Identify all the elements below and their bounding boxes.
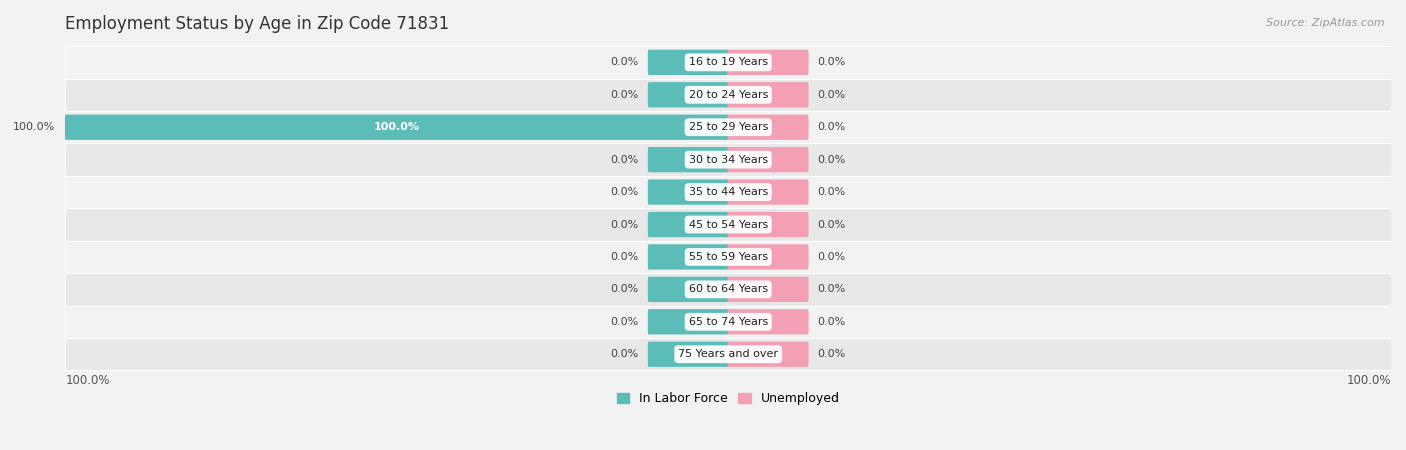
FancyBboxPatch shape (727, 50, 808, 75)
Text: 16 to 19 Years: 16 to 19 Years (689, 57, 768, 68)
Text: 45 to 54 Years: 45 to 54 Years (689, 220, 768, 230)
Text: 100.0%: 100.0% (374, 122, 420, 132)
FancyBboxPatch shape (66, 338, 1391, 370)
Text: 100.0%: 100.0% (66, 374, 110, 387)
FancyBboxPatch shape (66, 273, 1391, 306)
Text: 0.0%: 0.0% (610, 317, 638, 327)
Text: 65 to 74 Years: 65 to 74 Years (689, 317, 768, 327)
Text: 0.0%: 0.0% (610, 349, 638, 359)
FancyBboxPatch shape (648, 309, 730, 334)
Text: 100.0%: 100.0% (13, 122, 55, 132)
Text: 0.0%: 0.0% (610, 284, 638, 294)
Text: 0.0%: 0.0% (818, 284, 846, 294)
FancyBboxPatch shape (727, 82, 808, 108)
Text: 0.0%: 0.0% (818, 57, 846, 68)
FancyBboxPatch shape (648, 342, 730, 367)
FancyBboxPatch shape (648, 50, 730, 75)
FancyBboxPatch shape (727, 147, 808, 172)
Text: 0.0%: 0.0% (610, 187, 638, 197)
FancyBboxPatch shape (648, 180, 730, 205)
FancyBboxPatch shape (648, 244, 730, 270)
FancyBboxPatch shape (648, 277, 730, 302)
FancyBboxPatch shape (66, 144, 1391, 176)
Text: 0.0%: 0.0% (610, 57, 638, 68)
FancyBboxPatch shape (648, 212, 730, 237)
Text: 0.0%: 0.0% (818, 155, 846, 165)
Text: 55 to 59 Years: 55 to 59 Years (689, 252, 768, 262)
FancyBboxPatch shape (66, 111, 1391, 144)
FancyBboxPatch shape (66, 241, 1391, 273)
FancyBboxPatch shape (727, 309, 808, 334)
Text: 0.0%: 0.0% (610, 220, 638, 230)
Text: 0.0%: 0.0% (610, 155, 638, 165)
FancyBboxPatch shape (65, 115, 730, 140)
FancyBboxPatch shape (66, 306, 1391, 338)
Text: 0.0%: 0.0% (818, 252, 846, 262)
Text: 75 Years and over: 75 Years and over (678, 349, 778, 359)
FancyBboxPatch shape (727, 244, 808, 270)
Text: 100.0%: 100.0% (1347, 374, 1391, 387)
Text: Employment Status by Age in Zip Code 71831: Employment Status by Age in Zip Code 718… (66, 15, 450, 33)
FancyBboxPatch shape (66, 79, 1391, 111)
Legend: In Labor Force, Unemployed: In Labor Force, Unemployed (612, 387, 845, 410)
Text: 25 to 29 Years: 25 to 29 Years (689, 122, 768, 132)
Text: 0.0%: 0.0% (818, 187, 846, 197)
Text: 0.0%: 0.0% (610, 90, 638, 100)
FancyBboxPatch shape (66, 208, 1391, 241)
FancyBboxPatch shape (727, 212, 808, 237)
Text: 30 to 34 Years: 30 to 34 Years (689, 155, 768, 165)
FancyBboxPatch shape (727, 180, 808, 205)
Text: 35 to 44 Years: 35 to 44 Years (689, 187, 768, 197)
FancyBboxPatch shape (648, 82, 730, 108)
FancyBboxPatch shape (648, 147, 730, 172)
Text: 0.0%: 0.0% (818, 122, 846, 132)
Text: 0.0%: 0.0% (818, 317, 846, 327)
Text: 0.0%: 0.0% (610, 252, 638, 262)
Text: 0.0%: 0.0% (818, 90, 846, 100)
Text: 0.0%: 0.0% (818, 220, 846, 230)
Text: 60 to 64 Years: 60 to 64 Years (689, 284, 768, 294)
Text: 20 to 24 Years: 20 to 24 Years (689, 90, 768, 100)
FancyBboxPatch shape (727, 342, 808, 367)
FancyBboxPatch shape (66, 46, 1391, 79)
FancyBboxPatch shape (66, 176, 1391, 208)
Text: Source: ZipAtlas.com: Source: ZipAtlas.com (1267, 18, 1385, 28)
FancyBboxPatch shape (727, 115, 808, 140)
FancyBboxPatch shape (727, 277, 808, 302)
Text: 0.0%: 0.0% (818, 349, 846, 359)
